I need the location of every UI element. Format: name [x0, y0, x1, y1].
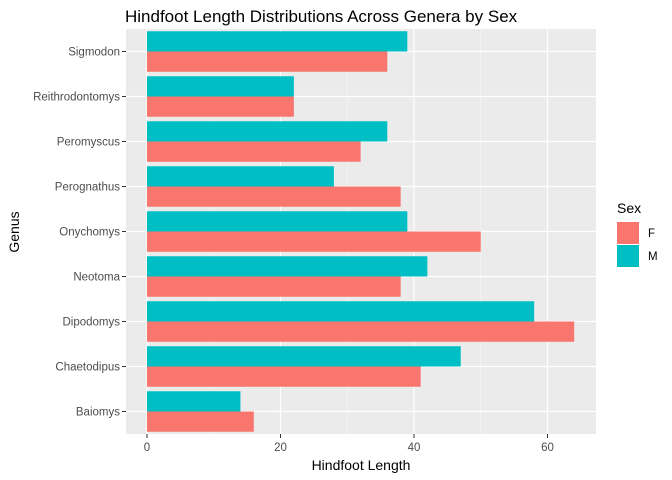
bar-m-neotoma [147, 256, 428, 277]
bar-f-onychomys [147, 231, 481, 252]
bar-m-peromyscus [147, 121, 388, 142]
legend: Sex FM [617, 200, 658, 267]
bars-layer [147, 31, 575, 432]
bar-f-neotoma [147, 276, 401, 297]
chart-title: Hindfoot Length Distributions Across Gen… [125, 7, 518, 26]
legend-label-m: M [648, 251, 658, 263]
bar-m-reithrodontomys [147, 76, 294, 97]
bar-f-baiomys [147, 411, 254, 432]
bar-m-sigmodon [147, 31, 408, 52]
y-axis-title: Genus [6, 211, 22, 252]
x-tick-label: 60 [541, 442, 554, 454]
bar-f-chaetodipus [147, 366, 421, 387]
y-tick-label: Peromyscus [57, 137, 121, 149]
y-tick-label: Chaetodipus [55, 362, 120, 374]
bar-m-perognathus [147, 166, 334, 187]
legend-key-m [617, 245, 639, 267]
y-axis-ticks: Baiomys Chaetodipus Dipodomys Neotoma Onycho… [33, 47, 126, 419]
x-tick-label: 40 [408, 442, 421, 454]
y-tick-label: Reithrodontomys [33, 92, 120, 104]
x-axis-ticks: 0 20 40 60 [144, 434, 554, 454]
bar-f-perognathus [147, 186, 401, 207]
y-tick-label: Neotoma [73, 272, 120, 284]
bar-m-baiomys [147, 391, 241, 412]
y-tick-label: Dipodomys [62, 317, 120, 329]
bar-f-reithrodontomys [147, 96, 294, 117]
y-tick-label: Sigmodon [68, 47, 120, 59]
x-tick-label: 20 [274, 442, 287, 454]
bar-m-chaetodipus [147, 346, 461, 367]
legend-key-f [617, 222, 639, 244]
y-tick-label: Perognathus [55, 182, 120, 194]
legend-label-f: F [648, 228, 655, 240]
y-tick-label: Baiomys [76, 407, 120, 419]
y-tick-label: Onychomys [59, 227, 120, 239]
x-tick-label: 0 [144, 442, 150, 454]
bar-f-dipodomys [147, 321, 575, 342]
legend-title: Sex [617, 200, 641, 216]
bar-f-peromyscus [147, 141, 361, 162]
bar-m-dipodomys [147, 301, 535, 322]
x-axis-title: Hindfoot Length [312, 457, 411, 473]
bar-f-sigmodon [147, 51, 388, 72]
bar-m-onychomys [147, 211, 408, 232]
